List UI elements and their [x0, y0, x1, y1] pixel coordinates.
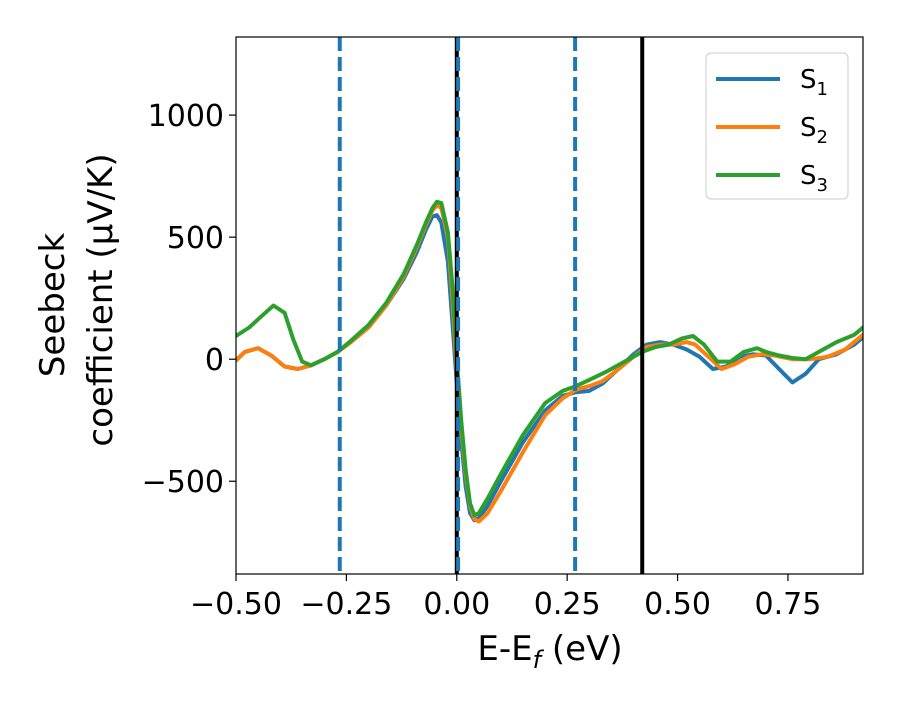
x-tick-label: 0.75 [755, 587, 822, 622]
x-tick-label: 0.00 [423, 587, 490, 622]
series-line-s3 [236, 199, 863, 518]
legend-label-s1: S1 [800, 65, 828, 100]
x-tick-label: 0.25 [534, 587, 601, 622]
x-ticks: −0.50 −0.25 0.00 0.25 0.50 0.75 [190, 574, 821, 622]
y-axis-label-line2: coefficient (μV/K) [81, 153, 121, 446]
y-tick-label: 1000 [148, 99, 224, 134]
legend: S1 S2 S3 [705, 52, 849, 200]
x-tick-label: −0.50 [190, 587, 282, 622]
x-axis-label: E-Ef (eV) [477, 629, 622, 674]
plot-frame [235, 36, 864, 575]
y-tick-label: −500 [142, 465, 224, 500]
y-tick-label: 0 [205, 343, 224, 378]
legend-label-s2: S2 [800, 113, 828, 148]
x-tick-label: −0.25 [300, 587, 392, 622]
y-tick-label: 500 [167, 221, 224, 256]
y-axis-label: Seebeck coefficient (μV/K) [33, 153, 121, 446]
legend-label-s3: S3 [800, 161, 828, 196]
series-line-s1 [236, 213, 863, 523]
series-line-s2 [236, 203, 863, 524]
plot-area [236, 37, 863, 574]
x-tick-label: 0.50 [644, 587, 711, 622]
y-ticks: −500 0 500 1000 [142, 99, 236, 500]
y-axis-label-line1: Seebeck [33, 233, 73, 378]
